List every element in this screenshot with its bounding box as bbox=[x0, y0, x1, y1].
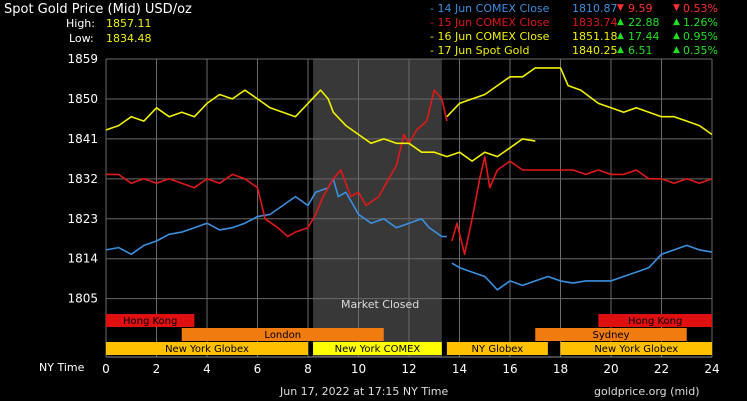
session-label: New York Globex bbox=[165, 344, 249, 355]
arrow-up-icon: ▲ bbox=[673, 45, 680, 55]
session-label: NY Globex bbox=[472, 344, 524, 355]
y-tick-label: 1805 bbox=[67, 292, 98, 306]
session-bar bbox=[313, 342, 442, 355]
footer-timestamp: Jun 17, 2022 at 17:15 NY Time bbox=[280, 385, 449, 398]
arrow-up-icon: ▲ bbox=[673, 31, 680, 41]
legend-17jun-label: - 17 Jun Spot Gold bbox=[430, 44, 530, 57]
low-value: 1834.48 bbox=[106, 32, 152, 45]
legend-16jun-pct: 0.95% bbox=[683, 30, 718, 43]
high-value: 1857.11 bbox=[106, 17, 152, 30]
legend-16jun-price: 1851.18 bbox=[572, 30, 618, 43]
session-bar bbox=[446, 342, 548, 355]
chart-title: Spot Gold Price (Mid) USD/oz bbox=[4, 2, 192, 17]
series-line bbox=[105, 89, 536, 162]
arrow-up-icon: ▲ bbox=[617, 31, 624, 41]
x-tick-label: 18 bbox=[553, 362, 568, 376]
session-label: New York COMEX bbox=[335, 344, 421, 355]
session-bar bbox=[181, 328, 384, 341]
arrow-up-icon: ▲ bbox=[673, 17, 680, 27]
x-tick-label: 16 bbox=[502, 362, 517, 376]
session-bars: Hong Kong Hong Kong London Sydney New York G… bbox=[106, 314, 712, 355]
legend-16jun-label: - 16 Jun COMEX Close bbox=[430, 30, 550, 43]
footer-source: goldprice.org (mid) bbox=[594, 385, 700, 398]
legend-14jun-price: 1810.87 bbox=[572, 2, 618, 15]
x-tick-label: 4 bbox=[203, 362, 211, 376]
legend-17jun-change: 6.51 bbox=[628, 44, 653, 57]
arrow-down-icon: ▼ bbox=[673, 3, 680, 13]
x-axis-label: NY Time bbox=[39, 361, 85, 374]
series-line bbox=[446, 67, 713, 136]
y-tick-label: 1823 bbox=[67, 212, 98, 226]
arrow-down-icon: ▼ bbox=[617, 3, 624, 13]
market-closed-shade bbox=[313, 59, 442, 357]
series-line bbox=[451, 244, 713, 291]
session-bar bbox=[106, 314, 195, 327]
legend-16jun-change: 17.44 bbox=[628, 30, 660, 43]
y-tick-label: 1859 bbox=[67, 52, 98, 66]
x-tick-label: 2 bbox=[153, 362, 161, 376]
price-series bbox=[105, 67, 713, 291]
series-line bbox=[451, 155, 713, 256]
session-bar bbox=[106, 342, 308, 355]
y-tick-label: 1850 bbox=[67, 92, 98, 106]
x-tick-label: 6 bbox=[254, 362, 262, 376]
x-tick-label: 22 bbox=[654, 362, 669, 376]
legend-14jun-label: - 14 Jun COMEX Close bbox=[430, 2, 550, 15]
grid-lines bbox=[105, 58, 713, 357]
session-label: Sydney bbox=[592, 330, 629, 341]
session-bar bbox=[560, 342, 712, 355]
x-tick-label: 24 bbox=[704, 362, 719, 376]
legend-15jun-label: - 15 Jun COMEX Close bbox=[430, 16, 550, 29]
x-tick-label: 0 bbox=[102, 362, 110, 376]
legend-14jun-pct: 0.53% bbox=[683, 2, 718, 15]
session-bar bbox=[598, 314, 712, 327]
legend-15jun-price: 1833.74 bbox=[572, 16, 618, 29]
session-bar bbox=[535, 328, 687, 341]
series-line bbox=[106, 89, 448, 238]
session-label: London bbox=[264, 330, 301, 341]
session-label: New York Globex bbox=[594, 344, 678, 355]
x-tick-label: 20 bbox=[603, 362, 618, 376]
arrow-up-icon: ▲ bbox=[617, 17, 624, 27]
legend-15jun-pct: 1.26% bbox=[683, 16, 718, 29]
x-tick-label: 8 bbox=[304, 362, 312, 376]
arrow-up-icon: ▲ bbox=[617, 45, 624, 55]
x-tick-label: 12 bbox=[401, 362, 416, 376]
market-closed-label: Market Closed bbox=[341, 298, 420, 311]
x-tick-label: 10 bbox=[351, 362, 366, 376]
session-label: Hong Kong bbox=[628, 316, 682, 327]
session-label: Hong Kong bbox=[123, 316, 177, 327]
legend-14jun-change: 9.59 bbox=[628, 2, 653, 15]
y-tick-label: 1814 bbox=[67, 252, 98, 266]
series-line bbox=[105, 178, 447, 256]
y-tick-label: 1832 bbox=[67, 172, 98, 186]
legend-17jun-price: 1840.25 bbox=[572, 44, 618, 57]
low-label: Low: bbox=[69, 32, 94, 45]
legend-17jun-pct: 0.35% bbox=[683, 44, 718, 57]
high-label: High: bbox=[66, 17, 95, 30]
legend-15jun-change: 22.88 bbox=[628, 16, 660, 29]
x-tick-label: 14 bbox=[452, 362, 467, 376]
y-tick-label: 1841 bbox=[67, 132, 98, 146]
